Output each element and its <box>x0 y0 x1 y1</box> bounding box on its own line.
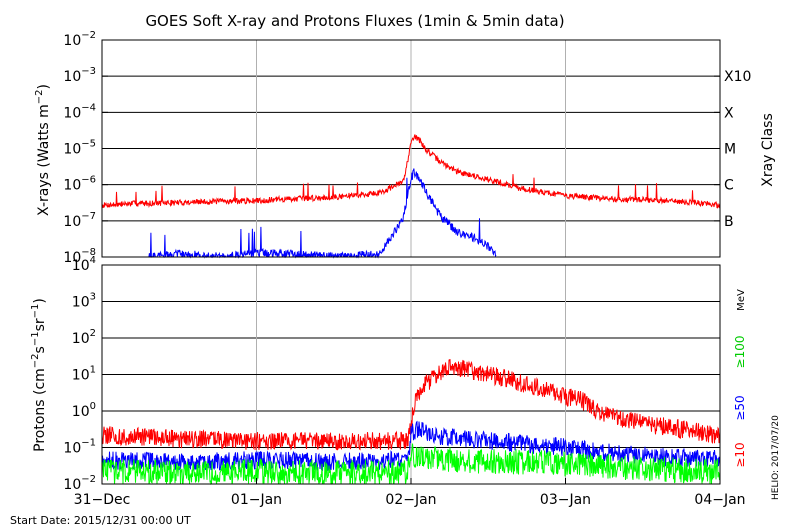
proton-y-axis-label: Protons (cm−2s−1sr−1) <box>30 298 48 452</box>
chart-title: GOES Soft X-ray and Protons Fluxes (1min… <box>145 12 564 30</box>
energy-label: ≥100 <box>733 336 747 369</box>
energy-label: ≥10 <box>733 442 747 467</box>
x-tick-label: 03−Jan <box>540 492 591 508</box>
proton-y-ticks: 104 103 102 101 100 10−1 10−2 <box>63 255 720 493</box>
xray-class-label: C <box>724 178 734 194</box>
proton-y-tick-label: 10−1 <box>63 438 96 457</box>
xray-class-labels: X10 X M C B <box>724 69 751 230</box>
xray-series-line-0 <box>101 134 721 209</box>
xray-panel: 10−2 10−3 10−4 10−5 10−6 10−7 10−8 X10 X M C B Xra… <box>34 30 776 266</box>
proton-energy-labels: ≥100 ≥50 ≥10 <box>733 336 747 468</box>
proton-series-group <box>101 359 721 486</box>
start-date-label: Start Date: 2015/12/31 00:00 UT <box>10 514 191 527</box>
xray-class-label: X10 <box>724 69 751 85</box>
proton-y-tick-label: 103 <box>72 292 96 311</box>
energy-label: ≥50 <box>733 395 747 420</box>
xray-y-tick-label: 10−3 <box>63 66 96 85</box>
proton-panel: 104 103 102 101 100 10−1 10−2 MeV ≥100 ≥50 ≥10 P… <box>30 255 747 493</box>
proton-energy-unit: MeV <box>736 289 747 311</box>
xray-class-axis-label: Xray Class <box>760 113 776 187</box>
xray-y-tick-label: 10−2 <box>63 30 96 49</box>
x-tick-label: 01−Jan <box>231 492 282 508</box>
proton-y-tick-label: 100 <box>72 401 96 420</box>
xray-y-tick-label: 10−5 <box>63 139 96 158</box>
proton-series-line-2 <box>101 443 721 486</box>
proton-y-tick-label: 101 <box>72 365 96 384</box>
xray-y-tick-label: 10−6 <box>63 175 96 194</box>
xray-y-axis-label: X-rays (Watts m−2) <box>34 84 52 216</box>
xray-y-tick-label: 10−4 <box>63 102 96 121</box>
xray-day-gridlines <box>256 40 566 257</box>
x-tick-label: 02−Jan <box>385 492 436 508</box>
xray-y-ticks: 10−2 10−3 10−4 10−5 10−6 10−7 10−8 <box>63 30 720 266</box>
proton-y-tick-label: 104 <box>72 255 96 274</box>
xray-class-label: M <box>724 142 736 158</box>
generation-stamp: HELIO: 2017/07/20 <box>771 415 781 500</box>
x-tick-label: 31−Dec <box>74 492 131 508</box>
x-axis-ticks: 31−Dec 01−Jan 02−Jan 03−Jan 04−Jan <box>74 478 746 508</box>
xray-series-line-1 <box>148 168 497 259</box>
xray-y-tick-label: 10−7 <box>63 211 96 230</box>
proton-y-tick-label: 10−2 <box>63 474 96 493</box>
xray-y-tick-label: 10−8 <box>63 247 96 266</box>
proton-y-tick-label: 102 <box>72 328 96 347</box>
x-tick-label: 04−Jan <box>694 492 745 508</box>
xray-class-label: B <box>724 214 734 230</box>
xray-class-label: X <box>724 105 734 121</box>
